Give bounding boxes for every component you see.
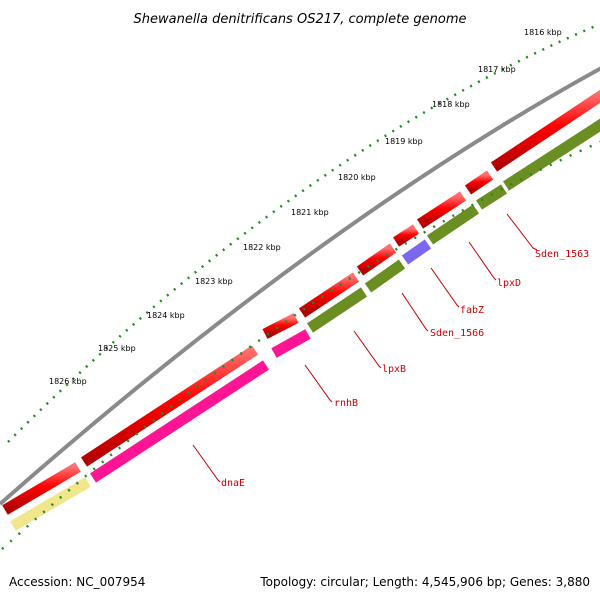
gene-lpxB <box>306 287 368 333</box>
gene-label-lpxB: lpxB <box>382 364 406 375</box>
scale-label: 1818 kbp <box>432 100 470 109</box>
gene-olive-end <box>503 118 600 191</box>
inner-scale-dots <box>1 140 600 550</box>
gene-rnhB-forward <box>262 313 299 339</box>
scale-label: 1817 kbp <box>478 65 516 74</box>
leader-line <box>430 267 460 308</box>
gene-dnaE <box>89 360 270 483</box>
gene-Sden1566 <box>364 259 406 293</box>
gene-Sden1563 <box>476 184 507 210</box>
genome-backbone <box>0 66 600 506</box>
scale-label: 1824 kbp <box>147 311 185 320</box>
leader-line <box>401 292 429 332</box>
gene-label-dnaE: dnaE <box>221 478 245 489</box>
gene-khaki <box>10 477 91 531</box>
leader-line <box>506 213 538 251</box>
label-leaders <box>192 213 538 483</box>
leader-line <box>304 364 333 403</box>
leader-line <box>192 444 221 483</box>
forward-strand-track <box>2 89 600 515</box>
scale-label: 1821 kbp <box>291 208 329 217</box>
map-title: Shewanella denitrificans OS217, complete… <box>134 12 467 27</box>
gene-label-fabZ: fabZ <box>460 305 484 316</box>
scale-label: 1819 kbp <box>385 137 423 146</box>
gene-lpxD-forward <box>416 191 467 229</box>
gene-Sden1566-forward <box>356 243 397 276</box>
scale-label: 1820 kbp <box>338 173 376 182</box>
gene-Sden1563-forward <box>490 89 600 172</box>
gene-forward-2 <box>464 170 494 195</box>
gene-forward <box>80 345 259 467</box>
gene-lpxD <box>426 204 480 245</box>
gene-label-Sden_1566: Sden_1566 <box>430 328 484 339</box>
cluster-track <box>10 118 600 531</box>
leader-line <box>468 241 497 281</box>
scale-label: 1816 kbp <box>524 28 562 37</box>
scale-label: 1825 kbp <box>98 344 136 353</box>
gene-label-rnhB: rnhB <box>334 398 358 409</box>
leader-line <box>353 330 382 369</box>
accession-text: Accession: NC_007954 <box>9 575 145 589</box>
scale-label: 1823 kbp <box>195 277 233 286</box>
gene-dnaE-forward <box>2 462 81 515</box>
gene-label-lpxD: lpxD <box>497 278 521 289</box>
gene-label-Sden_1563: Sden_1563 <box>535 249 589 260</box>
gene-rnhB <box>271 329 311 358</box>
scale-label: 1822 kbp <box>243 243 281 252</box>
gene-fabZ-forward <box>393 224 419 247</box>
gene-lpxB-forward <box>298 272 360 318</box>
genome-summary-text: Topology: circular; Length: 4,545,906 bp… <box>259 575 590 589</box>
gene-fabZ <box>401 239 432 265</box>
outer-scale-dots <box>7 23 599 443</box>
scale-label: 1826 kbp <box>49 377 87 386</box>
gene-labels: Sden_1563 lpxD fabZ Sden_1566 lpxB rnhB … <box>221 249 589 489</box>
scale-labels: 1816 kbp 1817 kbp 1818 kbp 1819 kbp 1820… <box>49 28 562 386</box>
